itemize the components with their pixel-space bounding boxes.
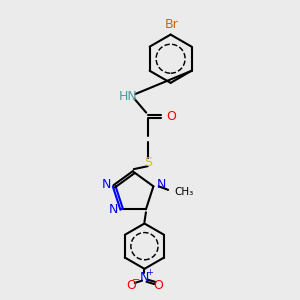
Text: O: O: [126, 279, 136, 292]
Text: O: O: [166, 110, 176, 123]
Text: Br: Br: [164, 18, 178, 31]
Text: HN: HN: [118, 90, 137, 103]
Text: O: O: [153, 279, 163, 292]
Text: S: S: [144, 156, 152, 169]
Text: N: N: [157, 178, 166, 191]
Text: −: −: [132, 275, 140, 285]
Text: +: +: [146, 268, 153, 277]
Text: N: N: [101, 178, 111, 191]
Text: CH₃: CH₃: [175, 187, 194, 196]
Text: N: N: [140, 271, 149, 284]
Text: N: N: [109, 203, 118, 216]
